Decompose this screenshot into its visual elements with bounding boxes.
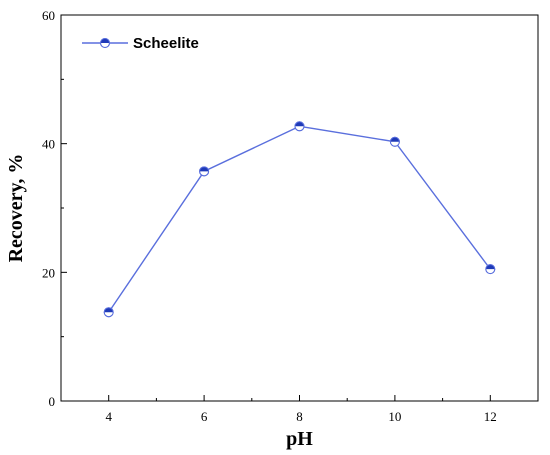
- data-point: [485, 264, 496, 275]
- x-axis-title: pH: [286, 428, 313, 450]
- plot-area: [60, 14, 539, 402]
- legend-marker: [100, 38, 110, 48]
- x-tick-label: 4: [105, 409, 112, 424]
- x-axis-ticks: 4 6 8 10 12: [60, 395, 539, 424]
- y-tick-label: 40: [42, 137, 55, 152]
- y-tick-label: 0: [49, 394, 56, 409]
- series-layer: [103, 121, 496, 318]
- y-tick-label: 20: [42, 265, 55, 280]
- data-point: [199, 166, 210, 177]
- plot-frame: [60, 14, 539, 402]
- data-point: [389, 136, 400, 147]
- x-tick-label: 10: [388, 409, 401, 424]
- legend-marker-symbol: [100, 38, 110, 48]
- x-tick-label: 6: [201, 409, 208, 424]
- x-tick-label: 8: [296, 409, 303, 424]
- legend-label: Scheelite: [133, 35, 199, 52]
- y-tick-label: 60: [42, 8, 55, 23]
- legend: Scheelite: [82, 35, 199, 52]
- x-tick-label: 12: [484, 409, 497, 424]
- y-axis-title: Recovery, %: [5, 154, 27, 263]
- y-axis-ticks: 0 20 40 60: [42, 8, 67, 409]
- data-point: [103, 307, 114, 318]
- data-point: [294, 121, 305, 132]
- series-line: [108, 125, 491, 313]
